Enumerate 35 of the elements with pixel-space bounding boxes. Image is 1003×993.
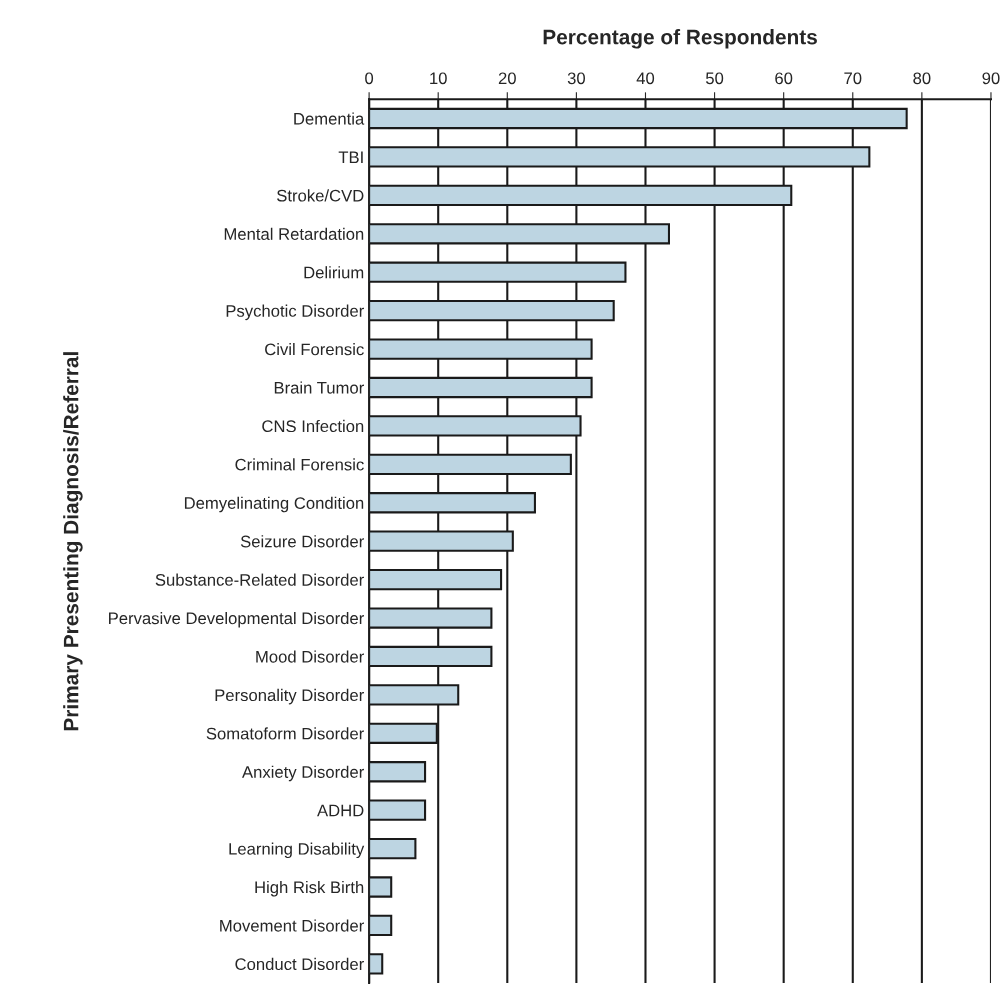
y-tick-label: Brain Tumor [274, 381, 364, 394]
x-axis-title: Percentage of Respondents [543, 29, 817, 49]
y-tick-label: Anxiety Disorder [242, 765, 364, 782]
y-tick-label: Civil Forensic [265, 343, 364, 356]
x-tick-label: 30 [567, 72, 586, 85]
x-tick-label: 90 [982, 72, 1000, 85]
x-tick-label: 20 [498, 72, 516, 85]
x-tick-label: 10 [430, 72, 447, 85]
y-tick-label: Mood Disorder [256, 650, 364, 663]
y-tick-label: Conduct Disorder [235, 957, 364, 971]
y-tick-label: CNS Infection [262, 419, 364, 433]
y-tick-label: High Risk Birth [255, 880, 364, 897]
y-tick-label: Dementia [294, 112, 365, 125]
x-tick-label: 0 [365, 72, 374, 85]
y-tick-label: Mental Retardation [224, 227, 364, 240]
y-tick-label: Movement Disorder [220, 919, 364, 932]
x-tick-label: 60 [775, 72, 793, 85]
y-tick-label: Seizure Disorder [240, 535, 364, 548]
y-tick-label: ADHD [317, 804, 364, 817]
y-tick-label: Pervasive Developmental Disorder [109, 612, 364, 628]
y-tick-label: Learning Disability [229, 842, 365, 859]
y-tick-label: Personality Disorder [215, 688, 364, 705]
y-axis-title: Primary Presenting Diagnosis/Referral [63, 352, 83, 731]
x-tick-label: 50 [705, 72, 724, 85]
y-tick-label: Substance-Related Disorder [155, 573, 364, 586]
y-tick-label: Stroke/CVD [277, 189, 364, 202]
y-tick-label: Criminal Forensic [235, 458, 364, 471]
x-tick-label: 70 [844, 72, 862, 85]
x-tick-label: 80 [913, 72, 931, 85]
y-tick-label: TBI [338, 151, 363, 163]
y-tick-label: Delirium [304, 266, 364, 279]
y-tick-label: Psychotic Disorder [226, 304, 364, 321]
y-tick-label: Demyelinating Condition [184, 496, 364, 513]
x-tick-label: 40 [636, 72, 655, 85]
y-tick-label: Somatoform Disorder [206, 727, 364, 740]
